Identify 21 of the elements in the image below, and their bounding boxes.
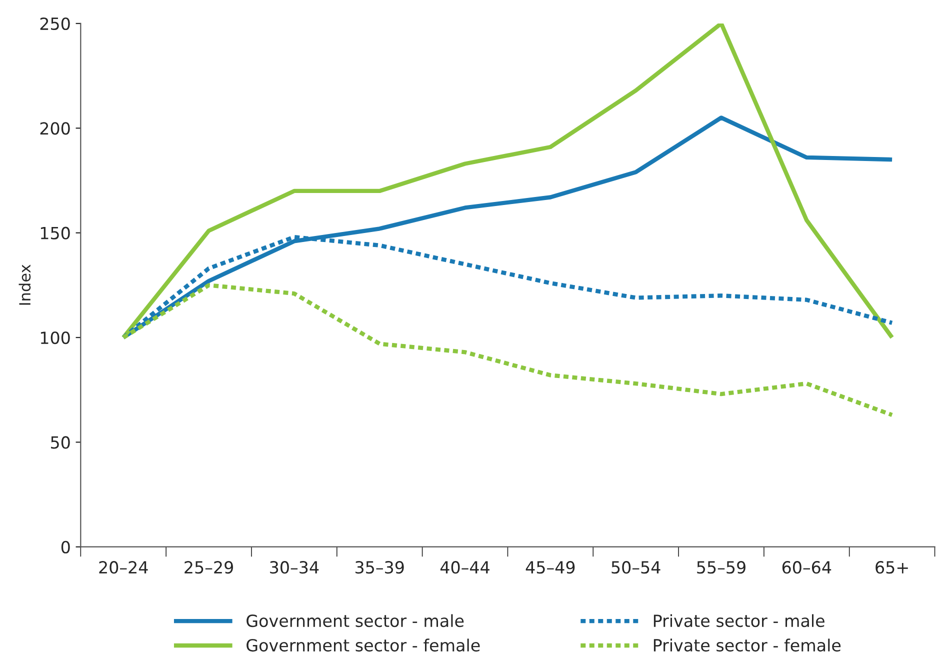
x-tick-label: 50–54 <box>612 561 660 574</box>
x-tick-label: 40–44 <box>440 561 490 574</box>
y-tick-label: 100 <box>40 331 70 344</box>
x-tick-label: 45–49 <box>526 561 575 574</box>
legend-label: Government sector - female <box>246 638 480 652</box>
y-tick-label: 250 <box>40 17 70 30</box>
x-tick-label: 35–39 <box>355 561 404 574</box>
x-tick-label: 25–29 <box>184 561 233 574</box>
legend-label: Government sector - male <box>246 614 464 628</box>
x-tick-label: 55–59 <box>697 561 746 574</box>
x-tick-label: 60–64 <box>782 561 832 574</box>
y-tick-label: 0 <box>61 540 70 554</box>
y-tick-label: 200 <box>40 122 70 135</box>
x-tick-label: 30–34 <box>270 561 319 574</box>
legend-label: Private sector - male <box>654 614 824 628</box>
y-tick-label: 150 <box>40 226 70 240</box>
y-tick-label: 50 <box>51 436 70 449</box>
y-axis-title: Index <box>18 264 31 305</box>
x-tick-label: 65+ <box>876 561 908 574</box>
x-tick-label: 20–24 <box>99 561 148 574</box>
legend-label: Private sector - female <box>654 638 841 652</box>
